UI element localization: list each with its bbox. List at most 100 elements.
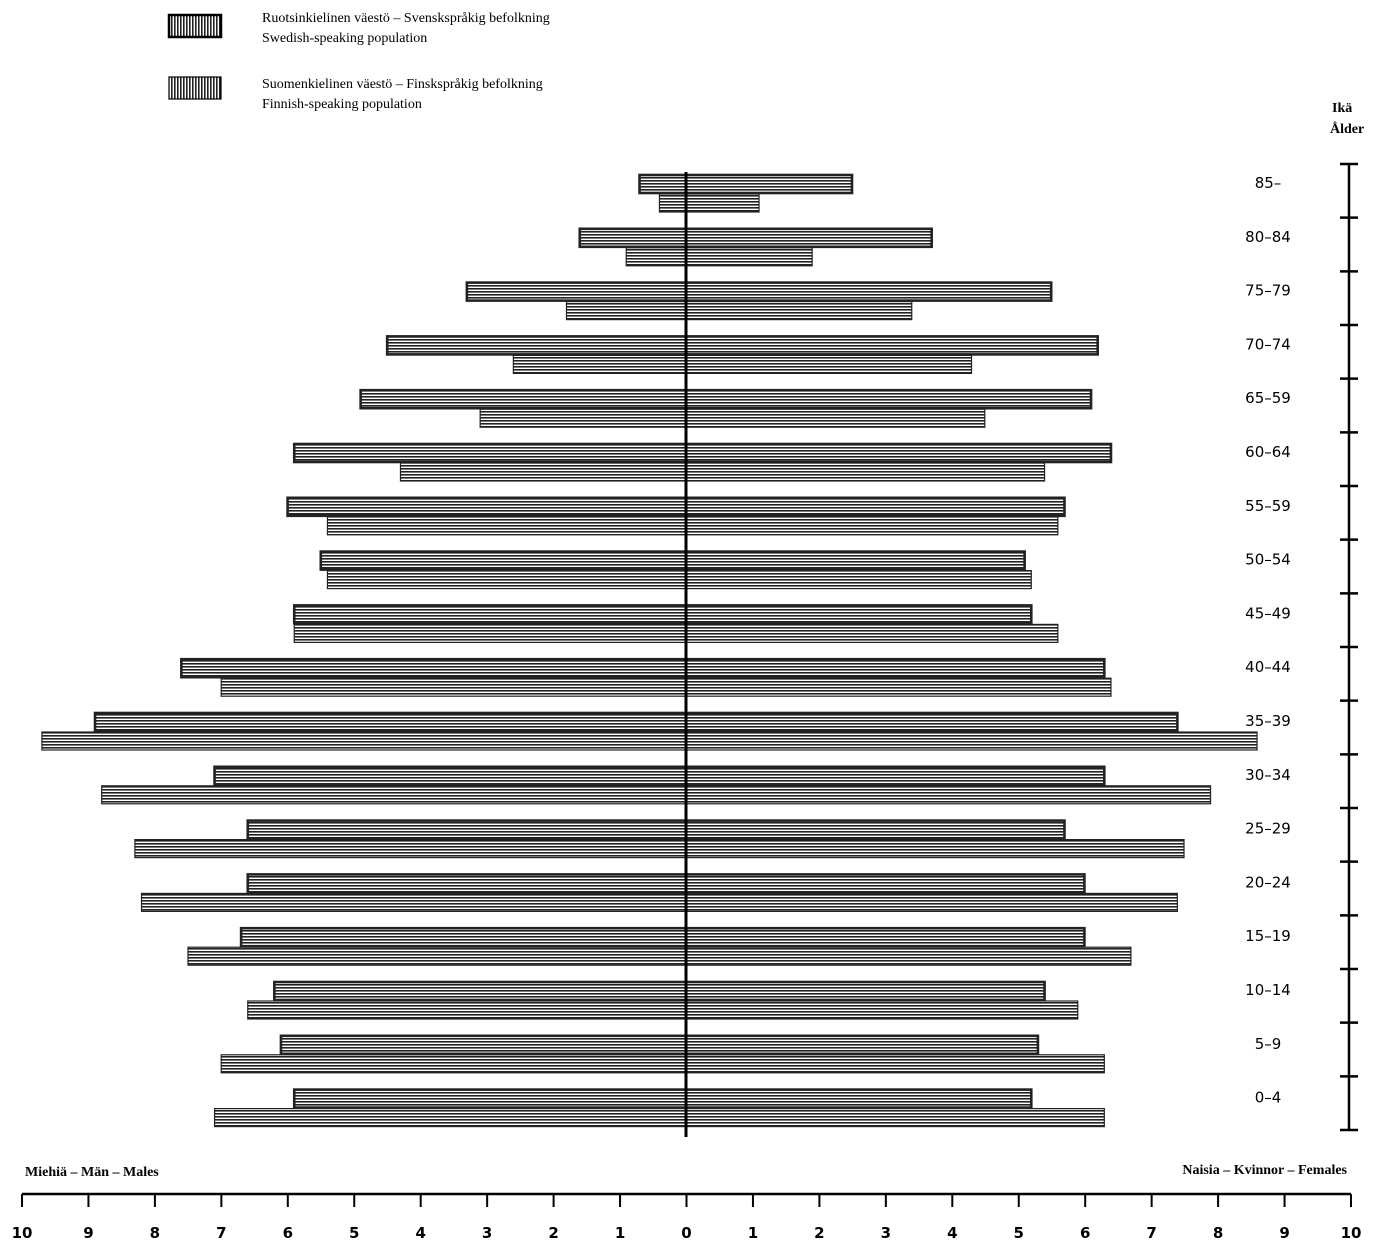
age-group-label: 5–9 <box>1255 1035 1282 1053</box>
bar-swedish-female-18 <box>684 1088 1033 1109</box>
x-tick-label: 7 <box>1146 1224 1156 1242</box>
bar-swedish-male-17 <box>279 1034 688 1056</box>
x-tick-label: 5 <box>349 1224 359 1242</box>
legend-swatch-swedish <box>167 13 223 39</box>
age-group-label: 10–14 <box>1245 981 1291 999</box>
bar-swedish-male-13 <box>246 819 688 840</box>
x-tick-label: 5 <box>1014 1224 1024 1242</box>
age-group-label: 50–54 <box>1245 551 1291 569</box>
age-group-label: 85– <box>1255 174 1282 192</box>
bar-finnish-female-6 <box>685 462 1046 482</box>
males-label: Miehiä – Män – Males <box>25 1165 159 1180</box>
bar-finnish-male-14 <box>140 892 687 913</box>
age-group-label: 55–59 <box>1245 497 1291 515</box>
bar-swedish-male-12 <box>213 765 688 787</box>
legend-finnish-line2: Finnish-speaking population <box>262 97 422 112</box>
x-tick-label: 4 <box>415 1224 425 1242</box>
bar-swedish-female-2 <box>684 227 933 249</box>
bar-swedish-male-4 <box>385 335 688 356</box>
bar-swedish-female-1 <box>684 173 854 195</box>
age-group-label: 25–29 <box>1245 820 1291 838</box>
legend: Ruotsinkielinen väestö – Svenskspråkig b… <box>167 11 550 112</box>
bar-swedish-female-8 <box>684 550 1026 571</box>
bar-swedish-female-5 <box>684 388 1093 410</box>
legend-swatch-finnish <box>168 76 222 100</box>
bar-swedish-female-10 <box>684 657 1106 679</box>
bar-finnish-male-18 <box>213 1107 687 1128</box>
x-tick-label: 4 <box>947 1224 957 1242</box>
bar-finnish-female-15 <box>685 946 1132 966</box>
bar-swedish-female-4 <box>684 335 1099 356</box>
age-group-label: 45–49 <box>1245 604 1291 622</box>
age-group-label: 15–19 <box>1245 927 1291 945</box>
bar-swedish-male-15 <box>239 926 688 948</box>
bar-finnish-male-16 <box>247 1000 687 1020</box>
x-tick-label: 8 <box>150 1224 160 1242</box>
bar-finnish-male-12 <box>101 785 687 805</box>
x-tick-label: 3 <box>881 1224 891 1242</box>
x-tick-label: 2 <box>548 1224 558 1242</box>
bar-finnish-female-11 <box>685 731 1258 751</box>
x-tick-label: 9 <box>1279 1224 1289 1242</box>
x-tick-label: 0 <box>681 1224 691 1242</box>
bar-swedish-female-7 <box>684 496 1066 518</box>
bar-finnish-female-18 <box>685 1107 1105 1128</box>
age-axis-title-line2: Ålder <box>1330 121 1364 137</box>
bar-finnish-male-9 <box>293 623 687 644</box>
bar-swedish-female-13 <box>684 819 1066 840</box>
bar-swedish-male-6 <box>292 442 688 464</box>
x-tick-label: 10 <box>12 1224 33 1242</box>
bar-finnish-male-2 <box>625 247 687 267</box>
x-tick-label: 8 <box>1213 1224 1223 1242</box>
females-label: Naisia – Kvinnor – Females <box>1182 1163 1347 1178</box>
bar-swedish-male-1 <box>638 173 688 195</box>
bar-swedish-female-15 <box>684 926 1086 948</box>
bar-finnish-female-4 <box>685 354 973 374</box>
bar-swedish-male-3 <box>465 281 688 302</box>
bar-finnish-female-2 <box>685 247 813 267</box>
bar-finnish-male-6 <box>399 462 687 482</box>
bar-finnish-male-1 <box>658 193 687 213</box>
bar-finnish-male-8 <box>326 569 687 590</box>
bar-finnish-female-13 <box>685 838 1185 859</box>
x-tick-label: 9 <box>83 1224 93 1242</box>
age-group-label: 75–79 <box>1245 282 1291 300</box>
x-tick-label: 6 <box>283 1224 293 1242</box>
age-group-label: 35–39 <box>1245 712 1291 730</box>
age-group-label: 65–59 <box>1245 389 1291 407</box>
bar-swedish-female-9 <box>684 604 1033 625</box>
age-axis-title-line1: Ikä <box>1332 101 1352 116</box>
bar-swedish-male-7 <box>286 496 688 518</box>
bar-swedish-male-2 <box>578 227 688 249</box>
age-group-label: 70–74 <box>1245 335 1291 353</box>
bar-finnish-male-11 <box>41 731 687 751</box>
bar-swedish-female-3 <box>684 281 1053 302</box>
bar-finnish-female-8 <box>685 569 1032 590</box>
bar-swedish-male-9 <box>292 604 688 625</box>
age-group-label: 30–34 <box>1245 766 1291 784</box>
legend-swedish-line2: Swedish-speaking population <box>262 31 427 46</box>
bar-finnish-female-12 <box>685 785 1212 805</box>
age-group-labels: 85– 80–84 75–79 70–74 65–59 60–64 55–59 50–54 45… <box>1245 174 1291 1107</box>
bar-swedish-male-18 <box>292 1088 688 1109</box>
x-tick-label: 6 <box>1080 1224 1090 1242</box>
bar-finnish-male-4 <box>512 354 687 374</box>
bar-swedish-female-17 <box>684 1034 1040 1056</box>
bar-swedish-male-14 <box>246 873 688 894</box>
bar-swedish-male-8 <box>319 550 688 571</box>
bar-swedish-male-16 <box>273 980 688 1002</box>
bar-finnish-female-7 <box>685 516 1059 536</box>
x-tick-label: 10 <box>1341 1224 1362 1242</box>
bar-finnish-female-17 <box>685 1054 1105 1074</box>
bar-finnish-male-13 <box>134 838 687 859</box>
bar-finnish-female-10 <box>685 677 1112 697</box>
legend-finnish-line1: Suomenkielinen väestö – Finskspråkig bef… <box>262 77 543 92</box>
age-group-label: 60–64 <box>1245 443 1291 461</box>
bar-swedish-male-5 <box>359 388 688 410</box>
x-tick-label: 2 <box>814 1224 824 1242</box>
bar-finnish-female-5 <box>685 408 986 428</box>
bars-group <box>41 173 1258 1128</box>
x-tick-label: 7 <box>216 1224 226 1242</box>
bar-finnish-male-17 <box>220 1054 687 1074</box>
